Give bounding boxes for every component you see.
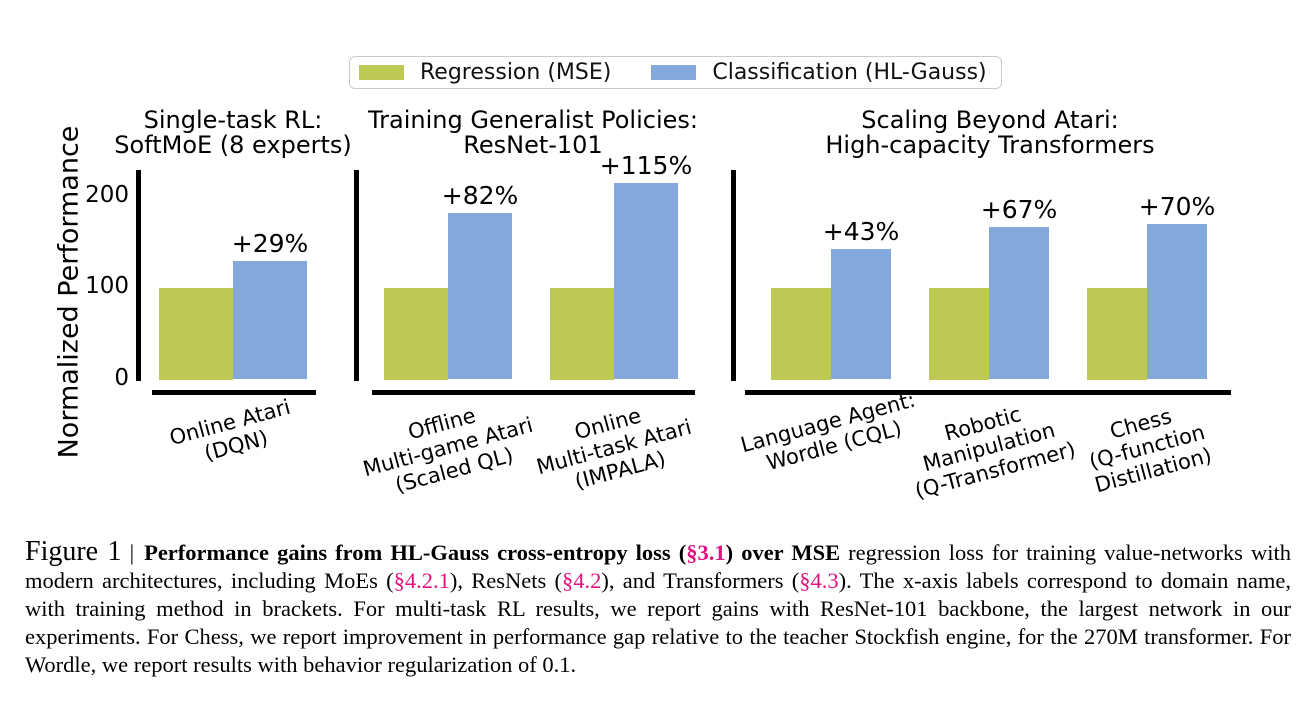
bar-classification-hlgauss <box>448 212 512 380</box>
legend-item: Classification (HL-Gauss) <box>651 60 987 85</box>
chart-legend: Regression (MSE) Classification (HL-Gauss… <box>349 56 1002 89</box>
caption-text: Performance gains from HL-Gauss cross-en… <box>144 540 687 565</box>
gain-annotation: +115% <box>599 150 693 180</box>
y-tick-label: 100 <box>85 273 129 299</box>
section-ref-link[interactable]: §3.1 <box>686 540 726 565</box>
section-ref-link[interactable]: §4.3 <box>799 568 839 593</box>
x-axis-line <box>745 390 1231 395</box>
bar-classification-hlgauss <box>989 226 1049 380</box>
section-ref-link[interactable]: §4.2 <box>561 568 602 593</box>
gain-annotation: +70% <box>1138 191 1216 221</box>
gain-annotation: +29% <box>231 229 309 259</box>
caption-text: ) over MSE <box>725 540 841 565</box>
bar-classification-hlgauss <box>614 182 678 380</box>
x-category-label: Chess (Q-function Distillation) <box>1086 404 1215 498</box>
legend-label: Regression (MSE) <box>420 60 612 85</box>
legend-item: Regression (MSE) <box>359 60 611 85</box>
caption-text: regression loss for training value-netwo… <box>25 540 1291 593</box>
bar-regression-mse <box>1087 288 1147 380</box>
y-tick-label: 200 <box>85 181 129 208</box>
bar-classification-hlgauss <box>233 261 307 380</box>
caption-text: ), and Transformers ( <box>601 568 800 593</box>
x-category-label: Language Agent: Wordle (CQL) <box>738 387 918 476</box>
figure-separator: | <box>129 540 135 565</box>
gain-annotation: +43% <box>822 216 900 246</box>
x-category-label: Offline Multi-game Atari (Scaled QL) <box>360 403 536 498</box>
subplot-title: Scaling Beyond Atari: High-capacity Tran… <box>825 106 1155 159</box>
caption-text: ). The x-axis labels correspond to domai… <box>25 568 1291 677</box>
bar-classification-hlgauss <box>1147 223 1207 380</box>
subplot-title: Single-task RL: SoftMoE (8 experts) <box>114 106 352 159</box>
y-tick-label: 0 <box>114 364 129 391</box>
x-category-label: Online Multi-task Atari (IMPALA) <box>533 403 695 494</box>
x-axis-line <box>152 390 316 395</box>
x-axis-line <box>372 390 695 395</box>
legend-label: Classification (HL-Gauss) <box>712 60 987 85</box>
bar-regression-mse <box>550 288 614 380</box>
x-category-label: Online Atari (DQN) <box>166 394 293 466</box>
gain-annotation: +82% <box>441 180 519 210</box>
caption-text: ), ResNets ( <box>449 568 562 593</box>
subplot-title: Training Generalist Policies: ResNet-101 <box>368 106 698 159</box>
figure-label: Figure 1 <box>25 536 122 567</box>
y-axis-spine <box>731 170 736 381</box>
y-axis-spine <box>136 170 141 381</box>
section-ref-link[interactable]: §4.2.1 <box>393 568 450 593</box>
bar-regression-mse <box>771 288 831 380</box>
gain-annotation: +67% <box>980 194 1058 224</box>
figure-caption: Figure 1 | Performance gains from HL-Gauss… <box>25 538 1291 679</box>
bar-classification-hlgauss <box>831 248 891 380</box>
legend-swatch-regression <box>359 65 404 80</box>
caption-text-container: Performance gains from HL-Gauss cross-en… <box>25 540 1291 677</box>
bar-regression-mse <box>929 288 989 380</box>
y-axis-spine <box>354 170 359 381</box>
bar-regression-mse <box>159 288 233 380</box>
x-category-label: Robotic Manipulation (Q-Transformer) <box>912 402 1079 504</box>
bar-regression-mse <box>384 288 448 380</box>
legend-swatch-classification <box>651 65 697 80</box>
